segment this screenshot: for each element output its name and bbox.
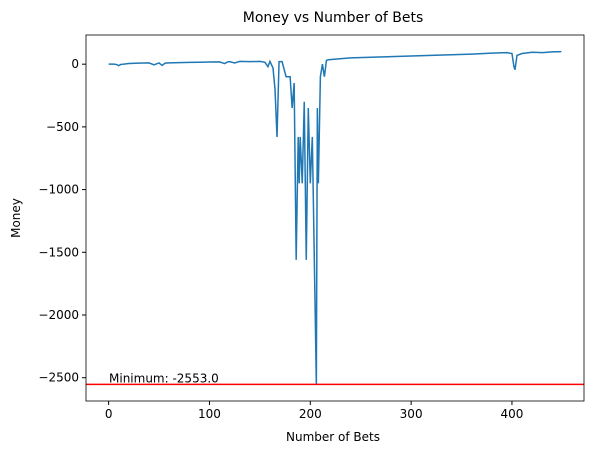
x-tick-label: 200 (299, 407, 322, 421)
plot-frame (85, 34, 585, 402)
y-tick-label: 0 (71, 57, 79, 71)
x-tick-label: 100 (198, 407, 221, 421)
y-tick-label: −2000 (38, 308, 79, 322)
x-tick-label: 400 (501, 407, 524, 421)
x-tick-label: 0 (105, 407, 113, 421)
y-axis-label: Money (9, 198, 23, 238)
chart-title: Money vs Number of Bets (243, 10, 424, 26)
y-tick-label: −500 (46, 120, 79, 134)
y-tick-label: −1000 (38, 183, 79, 197)
x-tick-label: 300 (400, 407, 423, 421)
annotation: Minimum: -2553.0 (109, 371, 219, 385)
y-tick-label: −2500 (38, 371, 79, 385)
line (108, 50, 562, 385)
y-tick-label: −1500 (38, 245, 79, 259)
x-axis-label: Number of Bets (286, 430, 380, 444)
